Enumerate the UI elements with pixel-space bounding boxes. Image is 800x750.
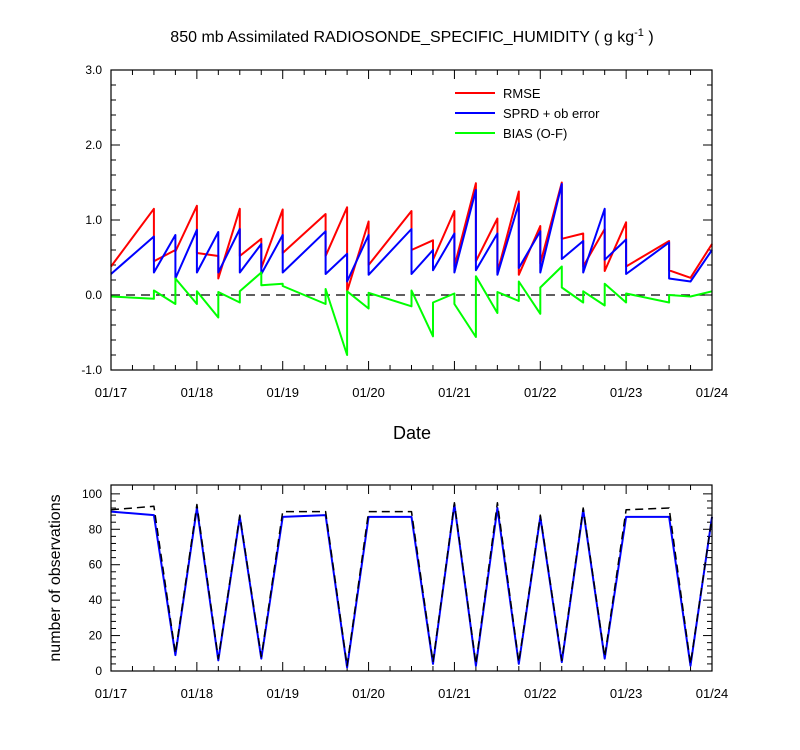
series-line-bias-o-f-	[110, 265, 713, 356]
x-tick-label: 01/20	[352, 385, 385, 400]
bottom-chart-series	[110, 501, 713, 669]
bottom-plot-frame	[110, 484, 713, 672]
x-tick-label: 01/18	[181, 686, 214, 701]
y-tick-label: 80	[89, 522, 103, 536]
legend-entry: SPRD + ob error	[503, 106, 600, 121]
top-x-axis-label: Date	[393, 423, 431, 443]
y-tick-label: 100	[82, 487, 102, 501]
bottom-chart-ticks: 01/17 01/18 01/19 01/20 01/21 01/22 01/23 01/24…	[82, 485, 728, 701]
top-chart-ticks: 01/17 01/18 01/19 01/20 01/21 01/22 01/23 01/24…	[81, 63, 728, 400]
y-tick-label: 20	[89, 629, 103, 643]
x-tick-label: 01/22	[524, 686, 557, 701]
x-tick-label: 01/19	[266, 686, 299, 701]
x-tick-label: 01/24	[696, 385, 729, 400]
y-tick-label: 0	[95, 664, 102, 678]
y-tick-label: 2.0	[85, 138, 102, 152]
x-tick-label: 01/21	[438, 385, 471, 400]
series-line-sprd-ob-error	[110, 183, 713, 283]
x-tick-label: 01/24	[696, 686, 729, 701]
y-tick-label: 60	[89, 558, 103, 572]
x-tick-label: 01/23	[610, 385, 643, 400]
series-line-observations-possible	[110, 501, 713, 667]
x-tick-label: 01/19	[266, 385, 299, 400]
x-tick-label: 01/20	[352, 686, 385, 701]
x-tick-label: 01/18	[181, 385, 214, 400]
x-tick-label: 01/22	[524, 385, 557, 400]
top-chart-series	[110, 181, 713, 356]
y-tick-label: 0.0	[85, 288, 102, 302]
top-chart-legend: RMSE SPRD + ob error BIAS (O-F)	[455, 86, 600, 141]
y-tick-label: -1.0	[81, 363, 102, 377]
x-tick-label: 01/17	[95, 686, 128, 701]
top-plot-frame	[110, 69, 713, 371]
bottom-y-axis-label: number of observations	[47, 494, 64, 661]
series-line-observations-used	[110, 503, 713, 669]
legend-entry: BIAS (O-F)	[503, 126, 567, 141]
x-tick-label: 01/21	[438, 686, 471, 701]
y-tick-label: 1.0	[85, 213, 102, 227]
x-tick-label: 01/17	[95, 385, 128, 400]
legend-entry: RMSE	[503, 86, 541, 101]
x-tick-label: 01/23	[610, 686, 643, 701]
top-chart-title: 850 mb Assimilated RADIOSONDE_SPECIFIC_H…	[170, 27, 653, 46]
y-tick-label: 3.0	[85, 63, 102, 77]
y-tick-label: 40	[89, 593, 103, 607]
